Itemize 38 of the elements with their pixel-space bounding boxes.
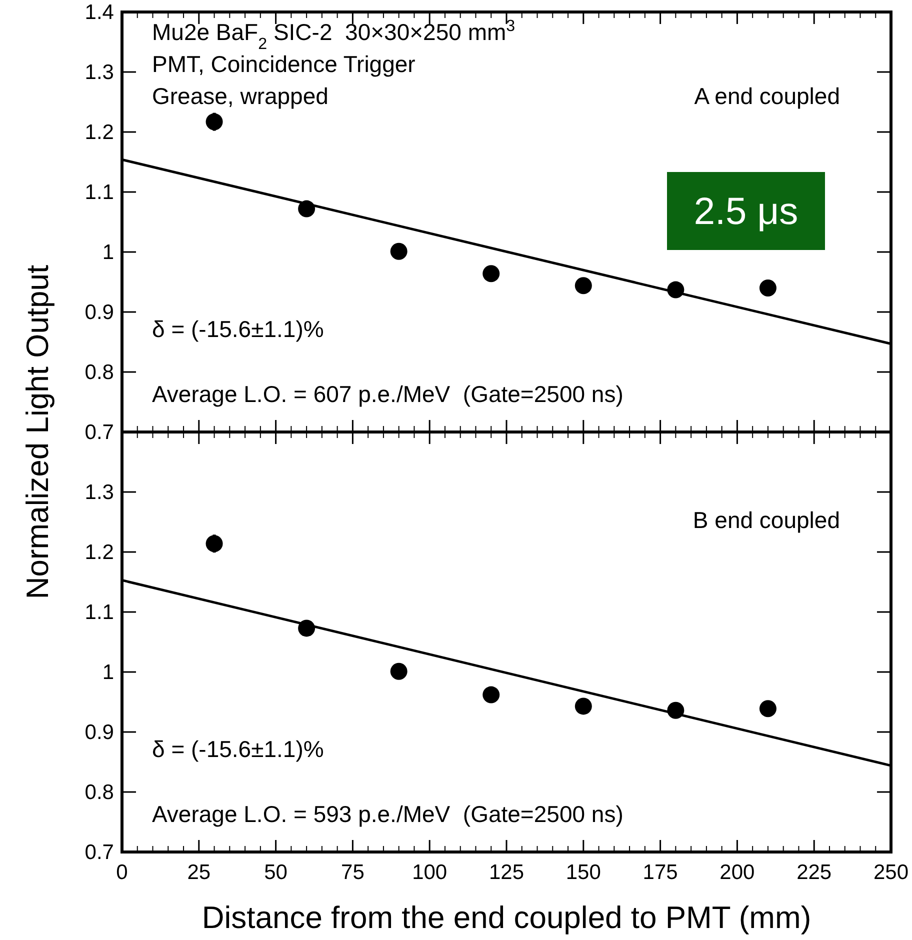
x-tick-label: 150 (566, 861, 601, 884)
y-tick-label: 0.7 (84, 841, 114, 864)
x-tick-label: 25 (187, 861, 211, 884)
y-axis-title: Normalized Light Output (20, 264, 55, 600)
y-tick-label: 1 (102, 661, 114, 684)
annotation: Average L.O. = 593 p.e./MeV (Gate=2500 ns) (152, 801, 624, 827)
y-tick-label: 1.4 (84, 1, 114, 24)
y-tick-label: 1 (102, 241, 114, 264)
y-tick-label: 1.1 (84, 601, 114, 624)
y-tick-label: 0.8 (84, 361, 114, 384)
annotation: Average L.O. = 607 p.e./MeV (Gate=2500 ns) (152, 381, 624, 407)
x-tick-label: 100 (412, 861, 448, 884)
annotation: Grease, wrapped (152, 83, 328, 109)
y-tick-label: 0.9 (84, 721, 114, 744)
annotation: PMT, Coincidence Trigger (152, 51, 416, 77)
annotation: δ = (-15.6±1.1)% (152, 316, 324, 342)
x-tick-label: 0 (116, 861, 128, 884)
y-tick-label: 1.2 (84, 541, 114, 564)
x-tick-label: 225 (796, 861, 832, 884)
x-axis-title: Distance from the end coupled to PMT (mm) (202, 900, 812, 935)
y-tick-label: 1.3 (84, 481, 114, 504)
x-tick-label: 200 (720, 861, 755, 884)
x-tick-label: 175 (642, 861, 678, 884)
x-tick-label: 50 (264, 861, 288, 884)
x-tick-label: 250 (873, 861, 909, 884)
y-tick-label: 1.3 (84, 61, 114, 84)
y-tick-label: 1.1 (84, 181, 114, 204)
annotation: B end coupled (692, 507, 840, 533)
annotation: Mu2e BaF$_{2}$ SIC-2 30×30×250 mm$^{3}$ (152, 17, 516, 53)
y-tick-label: 0.8 (84, 781, 114, 804)
annotation: δ = (-15.6±1.1)% (152, 736, 324, 762)
x-tick-label: 75 (341, 861, 364, 884)
y-tick-label: 0.9 (84, 301, 114, 324)
x-tick-label: 125 (488, 861, 524, 884)
y-tick-label: 1.2 (84, 121, 114, 144)
annotation: 2.5 μs (694, 191, 798, 233)
y-tick-label: 0.7 (84, 421, 114, 444)
annotation: A end coupled (694, 83, 840, 109)
